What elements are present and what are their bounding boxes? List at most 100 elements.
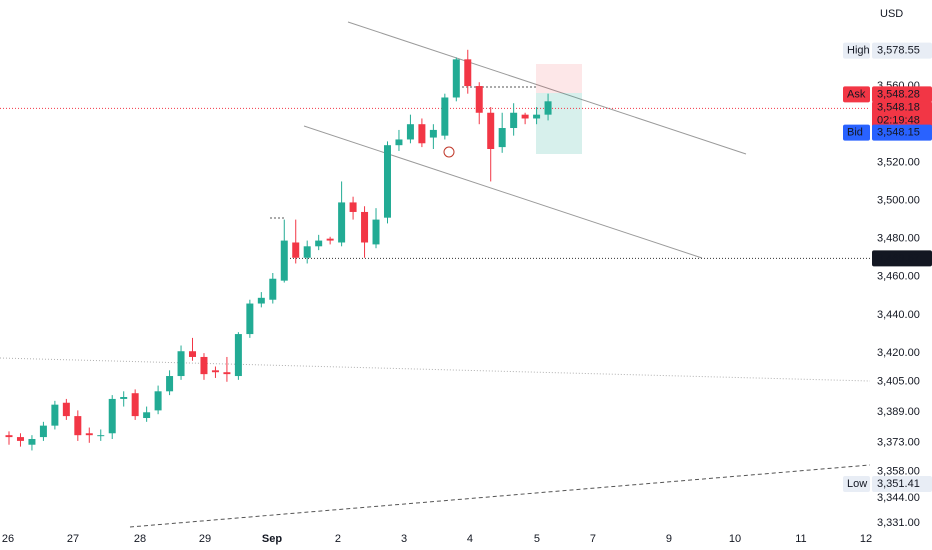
- y-tick-label: 3,331.00: [877, 517, 920, 529]
- last-value: 3,548.18: [877, 101, 920, 113]
- y-tick-label: 3,420.00: [877, 347, 920, 359]
- candle-body: [166, 376, 174, 392]
- candle-body: [315, 240, 323, 247]
- candle-body: [5, 435, 13, 438]
- candle-body: [280, 240, 288, 281]
- label-name: Bid: [847, 127, 863, 139]
- x-tick-label: 12: [860, 533, 872, 545]
- y-tick-label: 3,358.00: [877, 465, 920, 477]
- candle-body: [120, 397, 128, 399]
- y-tick-label: 3,460.00: [877, 271, 920, 283]
- y-tick-label: 3,480.00: [877, 233, 920, 245]
- y-tick-label: 3,344.00: [877, 492, 920, 504]
- candle-body: [418, 124, 426, 144]
- x-tick-label: 10: [729, 533, 741, 545]
- candle-body: [487, 112, 495, 150]
- candle-body: [406, 124, 414, 140]
- y-tick-label: 3,373.00: [877, 437, 920, 449]
- label-value: 3,469.67: [877, 252, 920, 264]
- candle-body: [16, 437, 24, 441]
- candle-body: [223, 372, 231, 375]
- y-tick-label: 3,440.00: [877, 309, 920, 321]
- candle-body: [326, 238, 334, 241]
- candle-body: [338, 202, 346, 243]
- y-tick-label: 3,389.00: [877, 406, 920, 418]
- candle-body: [28, 438, 36, 445]
- candle-body: [131, 393, 139, 417]
- drawings: [0, 21, 871, 528]
- label-box: [872, 250, 932, 267]
- x-tick-label: 11: [795, 533, 806, 545]
- candle-body: [429, 129, 437, 138]
- candle-body: [154, 391, 162, 411]
- label-name: Low: [847, 478, 867, 490]
- candle-body: [108, 398, 116, 434]
- candle-body: [510, 112, 518, 129]
- x-tick-label: 28: [134, 533, 146, 545]
- event-icon[interactable]: [443, 146, 455, 158]
- x-tick-label: 3: [401, 533, 407, 545]
- x-tick-label: Sep: [262, 533, 282, 545]
- x-tick-label: 27: [67, 533, 79, 545]
- label-value: 3,548.15: [877, 127, 920, 139]
- x-tick-label: 9: [666, 533, 672, 545]
- candle-body: [189, 351, 197, 357]
- x-tick-label: 29: [199, 533, 211, 545]
- trend-dotted: [0, 357, 871, 382]
- candle-body: [39, 425, 47, 438]
- label-name: High: [847, 45, 870, 57]
- x-tick-label: 7: [590, 533, 596, 545]
- candle-body: [498, 128, 506, 148]
- candle-body: [200, 356, 208, 375]
- candle-body: [143, 412, 151, 419]
- label-tag: [843, 42, 870, 59]
- candle-body: [234, 334, 242, 377]
- label-tag: [843, 476, 870, 493]
- x-tick-label: 26: [2, 533, 14, 545]
- x-tick-label: 2: [335, 533, 341, 545]
- candle-body: [533, 114, 541, 119]
- label-box: [872, 124, 932, 141]
- y-tick-label: 3,520.00: [877, 156, 920, 168]
- label-tag: [843, 124, 870, 141]
- candle-body: [372, 219, 380, 245]
- label-tag: [843, 86, 870, 103]
- candle-body: [62, 402, 70, 417]
- candle-body: [257, 297, 265, 304]
- candle-body: [177, 351, 185, 377]
- candle-body: [395, 139, 403, 146]
- candle-body: [464, 59, 472, 87]
- candle-body: [74, 416, 82, 436]
- candle-body: [269, 278, 277, 300]
- x-tick-label: 5: [534, 533, 540, 545]
- candle-body: [361, 211, 369, 243]
- currency: USD: [880, 8, 903, 20]
- channel-top: [347, 21, 747, 155]
- label-box: [872, 42, 932, 59]
- candle-body: [292, 242, 300, 258]
- candle-body: [441, 97, 449, 136]
- label-box: [872, 86, 932, 103]
- candle-body: [544, 101, 552, 115]
- trend-dashed: [129, 464, 871, 528]
- candle-body: [246, 303, 254, 335]
- label-value: 3,351.41: [877, 478, 920, 490]
- countdown: 02:19:48: [877, 114, 920, 126]
- y-tick-label: 3,405.00: [877, 376, 920, 388]
- x-tick-label: 4: [467, 533, 473, 545]
- label-value: 3,548.28: [877, 88, 920, 100]
- label-name: Ask: [847, 88, 866, 100]
- candle-body: [383, 145, 391, 218]
- candle-body: [97, 435, 105, 437]
- candle-body: [85, 433, 93, 436]
- label-box: [872, 476, 932, 493]
- candle-body: [51, 404, 59, 426]
- candle-body: [521, 114, 529, 119]
- candle-body: [475, 86, 483, 113]
- y-tick-label: 3,500.00: [877, 194, 920, 206]
- channel-bottom: [303, 125, 703, 259]
- last-box: [872, 101, 932, 128]
- label-value: 3,578.55: [877, 45, 920, 57]
- candle-body: [303, 246, 311, 258]
